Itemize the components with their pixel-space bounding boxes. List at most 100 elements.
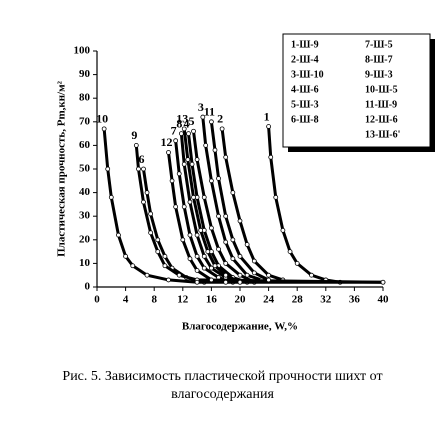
point <box>237 253 243 259</box>
curve <box>174 140 234 284</box>
point <box>162 253 168 259</box>
y-tick-label: 20 <box>79 233 91 245</box>
point <box>237 272 243 278</box>
y-tick-label: 60 <box>79 139 91 151</box>
point <box>169 178 175 184</box>
point <box>186 131 191 137</box>
point <box>191 128 196 134</box>
curve-label: 5 <box>189 114 195 128</box>
point <box>189 161 195 167</box>
point <box>223 279 229 285</box>
point <box>191 194 196 200</box>
x-tick-label: 4 <box>123 294 129 306</box>
curve-label: 8 <box>176 116 182 130</box>
point <box>181 126 187 132</box>
point <box>148 230 154 236</box>
point <box>101 126 107 132</box>
curve-label: 13 <box>176 112 188 126</box>
curve <box>209 121 270 282</box>
point <box>223 239 229 245</box>
point <box>201 253 207 259</box>
point <box>194 268 200 273</box>
x-axis-label: Влагосодержание, W,% <box>182 321 298 333</box>
point <box>251 270 257 276</box>
point <box>266 277 272 283</box>
curve <box>179 133 241 284</box>
point <box>212 147 218 153</box>
caption: Рис. 5. Зависимость пластической прочнос… <box>62 369 383 402</box>
point <box>208 277 214 283</box>
x-tick-label: 32 <box>320 294 332 306</box>
x-tick-label: 12 <box>177 294 189 306</box>
point <box>130 263 136 269</box>
point <box>166 150 171 155</box>
legend-entry: 11-Ш-9 <box>365 99 397 110</box>
legend-entry: 1-Ш-9 <box>291 39 319 50</box>
point <box>194 232 200 238</box>
point <box>266 272 272 278</box>
curve-label: 3 <box>198 100 204 114</box>
legend-entry: 5-Ш-3 <box>291 99 319 110</box>
point <box>237 279 243 285</box>
point <box>266 124 272 129</box>
curve-label: 10 <box>96 112 108 126</box>
curve-label: 7 <box>171 123 177 137</box>
legend-entry: 3-Ш-10 <box>291 69 324 80</box>
y-tick-label: 40 <box>79 186 91 198</box>
point <box>194 157 200 162</box>
y-tick-label: 50 <box>79 163 91 175</box>
point <box>178 131 184 137</box>
y-tick-label: 70 <box>79 115 91 127</box>
point <box>237 218 243 224</box>
curve <box>167 152 226 284</box>
point <box>244 242 250 247</box>
x-tick-label: 0 <box>94 294 100 306</box>
legend-entry: 10-Ш-5 <box>365 84 398 95</box>
legend-entry: 6-Ш-8 <box>291 114 319 125</box>
y-tick-label: 100 <box>74 45 91 57</box>
point <box>187 256 193 262</box>
point <box>180 237 186 243</box>
point <box>230 256 236 262</box>
point <box>287 249 293 255</box>
x-tick-label: 8 <box>151 294 157 306</box>
y-tick-label: 80 <box>79 92 91 104</box>
point <box>141 166 146 172</box>
point <box>208 265 214 271</box>
point <box>155 249 161 255</box>
point <box>208 225 214 231</box>
y-tick-label: 0 <box>85 281 91 293</box>
point <box>173 204 179 210</box>
legend-entry: 12-Ш-6 <box>365 114 398 125</box>
curve-label: 1 <box>264 109 270 123</box>
point <box>208 119 214 125</box>
point <box>200 114 206 120</box>
y-tick-label: 10 <box>79 257 91 269</box>
point <box>176 272 182 278</box>
x-tick-label: 36 <box>349 294 361 306</box>
point <box>144 190 150 196</box>
point <box>201 194 207 200</box>
point <box>194 279 200 285</box>
point <box>380 279 386 285</box>
legend-entry: 7-Ш-5 <box>365 39 393 50</box>
y-tick-label: 30 <box>79 210 91 222</box>
point <box>223 272 229 278</box>
point <box>123 253 128 259</box>
point <box>212 263 218 269</box>
point <box>105 166 111 172</box>
point <box>176 171 182 177</box>
point <box>194 253 200 259</box>
point <box>251 258 257 264</box>
y-axis-label: Пластическая прочность, Pm,кн/м² <box>56 80 68 256</box>
point <box>185 157 191 162</box>
legend-box <box>282 33 431 148</box>
point <box>187 232 193 238</box>
legend-entry: 8-Ш-7 <box>365 54 393 65</box>
point <box>141 199 146 205</box>
curve-label: 2 <box>217 112 223 126</box>
point <box>205 249 211 255</box>
point <box>181 204 187 210</box>
curve <box>102 128 383 284</box>
